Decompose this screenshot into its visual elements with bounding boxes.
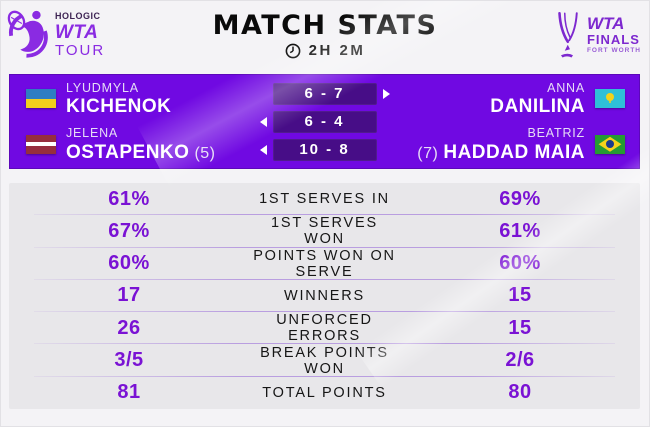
stat-label: WINNERS [283,287,366,304]
player-first-name: BEATRIZ [527,126,585,140]
left-value: 26 [117,316,141,339]
page-title: MATCH STATS [212,9,438,41]
kazakhstan-flag-icon [595,89,625,109]
set-2-row: 6 - 4 [259,110,390,133]
tour-label: TOUR [55,42,106,59]
left-value: 17 [117,284,141,307]
left-value: 61% [108,187,150,210]
right-value: 61% [499,219,541,242]
stat-label: 1ST SERVES IN [259,191,390,208]
player-last-name: OSTAPENKO [66,141,190,163]
player-first-name: ANNA [547,80,585,95]
table-row: 3/5 BREAK POINTS WON 2/6 [9,344,640,377]
team-left: LYUDMYLA KICHENOK JELENA OSTAPENKO (5) [26,75,216,168]
team-right: ANNA DANILINA BEATRIZ (7) HADDAD MAIA [417,75,625,168]
table-row: 26 UNFORCED ERRORS 15 [9,312,640,345]
player-first-name: JELENA [66,126,119,140]
set-1-row: 6 - 7 [260,82,390,105]
header: HOLOGIC WTA TOUR MATCH STATS 2H 2M [1,1,649,69]
brazil-flag-icon [595,134,625,154]
left-value: 3/5 [114,349,144,372]
table-row: 67% 1ST SERVES WON 61% [9,215,640,248]
set-scores: 6 - 7 6 - 4 10 - 8 [259,82,390,161]
wta-finals-wordmark: WTA FINALS FORT WORTH [587,15,641,55]
player-last-name: HADDAD MAIA [443,141,585,163]
finals-city-label: FORT WORTH [586,47,641,55]
player-ostapenko: JELENA OSTAPENKO (5) [26,127,216,162]
stat-label: UNFORCED ERRORS [276,312,373,345]
duration-text: 2H 2M [308,42,366,60]
player-seed: (5) [194,144,216,162]
stat-label: 1ST SERVES WON [271,215,378,248]
wta-finals-logo: WTA FINALS FORT WORTH [495,9,645,61]
stat-label: TOTAL POINTS [262,384,387,401]
table-row: 61% 1ST SERVES IN 69% [9,183,640,216]
player-danilina: ANNA DANILINA [490,80,625,117]
player-kichenok: LYUDMYLA KICHENOK [26,80,216,117]
stat-label: BREAK POINTS WON [260,344,389,377]
left-value: 81 [117,381,141,404]
wta-tour-player-icon [5,8,51,62]
player-haddad-maia: BEATRIZ (7) HADDAD MAIA [417,127,625,162]
set-winner-left-arrow-icon [259,116,267,127]
player-last-name: KICHENOK [66,96,172,117]
wta-finals-trophy-icon [552,9,582,61]
right-value: 80 [508,381,532,404]
set-3-row: 10 - 8 [259,138,390,161]
latvia-flag-icon [26,134,56,154]
player-seed: (7) [417,144,439,162]
set-3-score: 10 - 8 [272,138,377,161]
right-value: 69% [499,187,541,210]
right-value: 15 [508,316,532,339]
left-value: 67% [108,219,150,242]
title-block: MATCH STATS 2H 2M [155,9,495,59]
stat-label: POINTS WON ON SERVE [253,247,396,280]
wta-brand-label: WTA [55,22,99,43]
clock-icon [285,43,301,59]
table-row: 81 TOTAL POINTS 80 [9,377,640,409]
sponsor-label: HOLOGIC [55,11,101,21]
finals-brand-label: WTA [586,14,625,34]
table-row: 17 WINNERS 15 [9,280,640,313]
ukraine-flag-icon [26,89,56,109]
left-value: 60% [108,252,150,275]
set-winner-right-arrow-icon [382,88,390,99]
set-1-score: 6 - 7 [272,82,377,105]
player-last-name: DANILINA [490,96,585,117]
right-value: 2/6 [505,349,535,372]
set-2-score: 6 - 4 [272,110,377,133]
table-row: 60% POINTS WON ON SERVE 60% [9,247,640,281]
right-value: 60% [499,252,541,275]
wta-tour-logo: HOLOGIC WTA TOUR [5,8,155,62]
player-first-name: LYUDMYLA [66,80,139,95]
match-duration: 2H 2M [155,42,495,59]
set-winner-left-arrow-icon [259,144,267,155]
scoreboard-banner: LYUDMYLA KICHENOK JELENA OSTAPENKO (5) [9,74,640,169]
right-value: 15 [508,284,532,307]
finals-event-label: FINALS [586,32,640,48]
wta-tour-wordmark: HOLOGIC WTA TOUR [55,11,106,59]
stats-table: 61% 1ST SERVES IN 69% 67% 1ST SERVES WON… [9,183,640,409]
